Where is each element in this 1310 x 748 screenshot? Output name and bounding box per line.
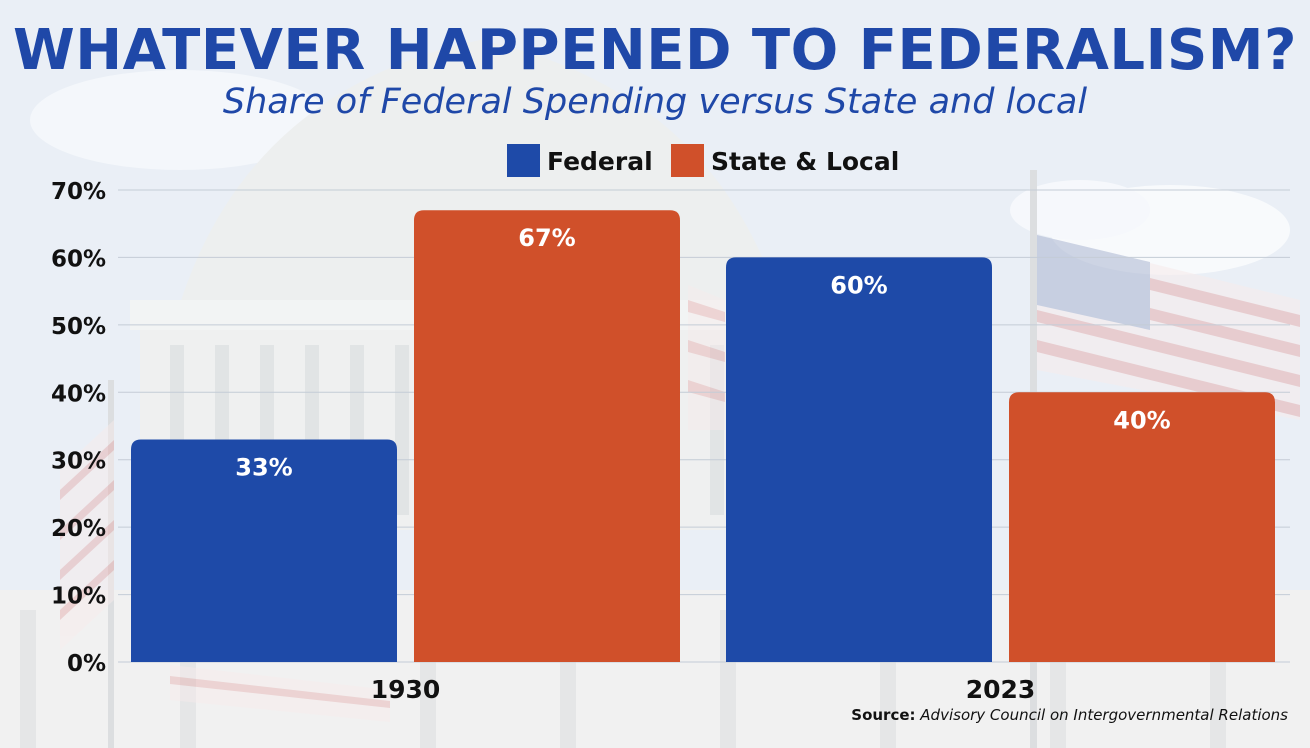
- y-tick-label-5: 50%: [51, 314, 106, 340]
- legend-swatch-federal: [507, 144, 540, 177]
- y-tick-label-7: 70%: [51, 179, 106, 205]
- y-tick-label-6: 60%: [51, 246, 106, 272]
- bar-federal-1930: [131, 439, 397, 662]
- data-label-federal-1930: 33%: [235, 453, 292, 481]
- x-category-label-2023: 2023: [966, 675, 1036, 704]
- y-tick-label-0: 0%: [67, 651, 106, 677]
- chart-title: WHATEVER HAPPENED TO FEDERALISM?: [12, 18, 1297, 83]
- legend-label-federal: Federal: [547, 147, 653, 176]
- y-tick-label-4: 40%: [51, 381, 106, 407]
- data-labels: 33% 67% 60% 40%: [235, 224, 1170, 481]
- y-tick-label-3: 30%: [51, 449, 106, 475]
- x-category-label-1930: 1930: [371, 675, 441, 704]
- data-label-state-local-1930: 67%: [518, 224, 575, 252]
- legend: Federal State & Local: [507, 144, 899, 177]
- x-axis-categories: 1930 2023: [371, 675, 1036, 704]
- y-tick-label-2: 20%: [51, 516, 106, 542]
- source-text: Advisory Council on Intergovernmental Re…: [920, 706, 1288, 724]
- source-label: Source:: [851, 706, 916, 724]
- bars: [131, 210, 1275, 662]
- bar-federal-2023: [726, 257, 992, 662]
- y-tick-label-1: 10%: [51, 584, 106, 610]
- bar-state-local-2023: [1009, 392, 1275, 662]
- bar-state-local-1930: [414, 210, 680, 662]
- source-note: Source: Advisory Council on Intergovernm…: [851, 706, 1288, 724]
- y-axis-ticks: 0% 10% 20% 30% 40% 50% 60% 70%: [51, 179, 106, 677]
- legend-swatch-state-local: [671, 144, 704, 177]
- chart-subtitle: Share of Federal Spending versus State a…: [222, 82, 1088, 122]
- legend-label-state-local: State & Local: [711, 147, 899, 176]
- data-label-state-local-2023: 40%: [1113, 406, 1170, 434]
- data-label-federal-2023: 60%: [830, 271, 887, 299]
